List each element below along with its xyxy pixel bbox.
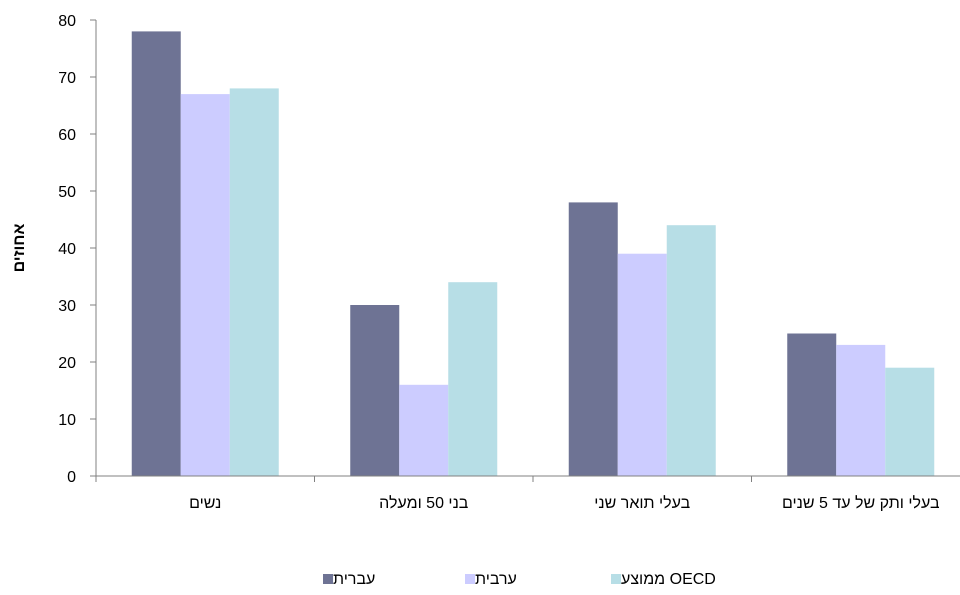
bar	[885, 367, 935, 476]
category-label: נשים	[189, 495, 221, 512]
category-label: בני 50 ומעלה	[379, 494, 469, 512]
category-label: בעלי תואר שני	[594, 494, 690, 512]
y-tick-label: 10	[58, 412, 76, 429]
bar	[617, 253, 667, 476]
bar	[350, 305, 400, 476]
bar	[131, 31, 181, 477]
bar	[229, 88, 279, 477]
y-axis-title: אחוזים	[11, 224, 28, 273]
y-tick-label: 80	[58, 13, 76, 30]
bar	[787, 333, 837, 476]
y-ticks: 0 10 20 30 40 50 60 70 80	[58, 13, 96, 486]
y-tick-label: 0	[67, 469, 76, 486]
legend-label: ממוצע OECD	[621, 571, 716, 588]
bars-layer	[131, 31, 935, 477]
y-tick-label: 70	[58, 70, 76, 87]
bar	[568, 202, 618, 476]
y-tick-label: 20	[58, 355, 76, 372]
legend-label: ערבית	[475, 571, 517, 588]
x-ticks: נשים בני 50 ומעלה בעלי תואר שני בעלי ותק של…	[95, 476, 940, 512]
bar	[836, 344, 886, 476]
y-tick-label: 50	[58, 184, 76, 201]
y-tick-label: 60	[58, 127, 76, 144]
bar	[666, 225, 716, 476]
y-tick-label: 30	[58, 298, 76, 315]
y-tick-label: 40	[58, 241, 76, 258]
bar	[399, 384, 449, 476]
category-label: בעלי ותק של עד 5 שנים	[782, 494, 940, 512]
legend-swatch	[323, 574, 333, 584]
legend-label: עברית	[333, 571, 375, 588]
bar	[180, 94, 230, 476]
legend-swatch	[465, 574, 475, 584]
bar	[448, 282, 498, 476]
legend-swatch	[611, 574, 621, 584]
legend: עברית ערבית ממוצע OECD	[323, 571, 716, 588]
